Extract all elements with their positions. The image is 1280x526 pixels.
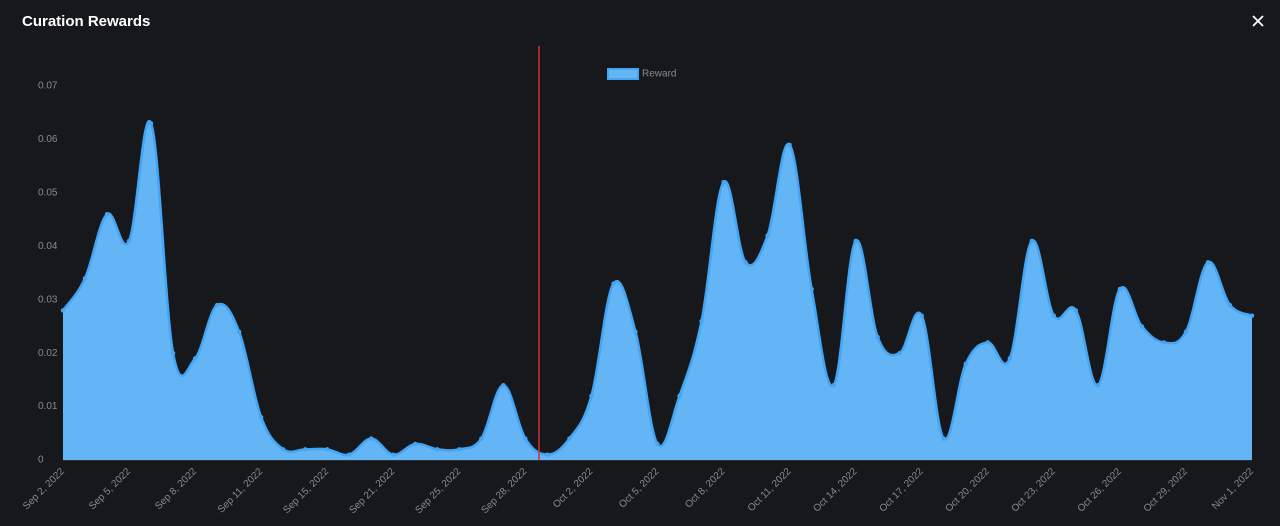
point bbox=[236, 329, 242, 334]
point bbox=[985, 340, 990, 345]
legend-label: Reward bbox=[642, 69, 676, 80]
y-tick-label: 0.07 bbox=[38, 81, 58, 92]
point bbox=[633, 329, 638, 334]
point bbox=[104, 212, 110, 217]
point bbox=[1183, 329, 1189, 334]
point bbox=[501, 383, 506, 388]
close-button[interactable] bbox=[1252, 15, 1264, 27]
point bbox=[523, 436, 528, 441]
point bbox=[567, 436, 572, 441]
point bbox=[1007, 356, 1012, 361]
point bbox=[214, 302, 220, 308]
point bbox=[545, 452, 550, 457]
area bbox=[63, 121, 1252, 461]
point bbox=[258, 415, 264, 420]
point bbox=[743, 260, 748, 265]
point bbox=[1205, 260, 1211, 265]
y-tick-label: 0.01 bbox=[38, 401, 58, 412]
point bbox=[765, 233, 770, 238]
point bbox=[897, 350, 902, 356]
point bbox=[192, 356, 198, 361]
y-tick-label: 0.06 bbox=[38, 134, 58, 145]
point bbox=[853, 238, 858, 244]
point bbox=[280, 447, 286, 452]
point bbox=[963, 361, 968, 367]
point bbox=[369, 436, 374, 441]
y-tick-label: 0.03 bbox=[38, 294, 58, 305]
point bbox=[303, 447, 308, 452]
point bbox=[831, 383, 836, 388]
point bbox=[391, 452, 396, 457]
point bbox=[611, 281, 616, 286]
point bbox=[655, 441, 660, 447]
point bbox=[170, 350, 176, 356]
point bbox=[126, 238, 132, 244]
y-tick-label: 0 bbox=[38, 455, 44, 466]
point bbox=[1073, 308, 1079, 313]
y-tick-label: 0.04 bbox=[38, 241, 58, 252]
point bbox=[148, 121, 154, 126]
point bbox=[919, 313, 924, 318]
y-tick-label: 0.05 bbox=[38, 187, 58, 198]
point bbox=[1139, 324, 1145, 329]
point bbox=[325, 447, 330, 452]
point bbox=[479, 436, 484, 441]
legend-swatch bbox=[607, 68, 639, 80]
point bbox=[457, 447, 462, 452]
point bbox=[875, 334, 880, 340]
y-tick-label: 0.02 bbox=[38, 348, 58, 359]
point bbox=[1161, 340, 1167, 345]
point bbox=[1227, 302, 1233, 308]
point bbox=[1029, 238, 1035, 244]
point bbox=[1051, 313, 1057, 318]
point bbox=[1249, 313, 1255, 318]
point bbox=[677, 393, 682, 399]
modal-title: Curation Rewards bbox=[22, 13, 150, 30]
point bbox=[1095, 383, 1101, 388]
point bbox=[787, 142, 792, 147]
close-icon bbox=[1252, 15, 1264, 27]
point bbox=[347, 452, 352, 457]
point bbox=[435, 447, 440, 452]
point bbox=[721, 179, 726, 185]
point bbox=[589, 393, 594, 399]
point bbox=[82, 276, 88, 281]
point bbox=[699, 318, 704, 324]
point bbox=[809, 286, 814, 292]
point bbox=[413, 441, 418, 447]
point bbox=[941, 436, 946, 441]
point bbox=[1117, 286, 1123, 292]
point bbox=[60, 308, 66, 313]
